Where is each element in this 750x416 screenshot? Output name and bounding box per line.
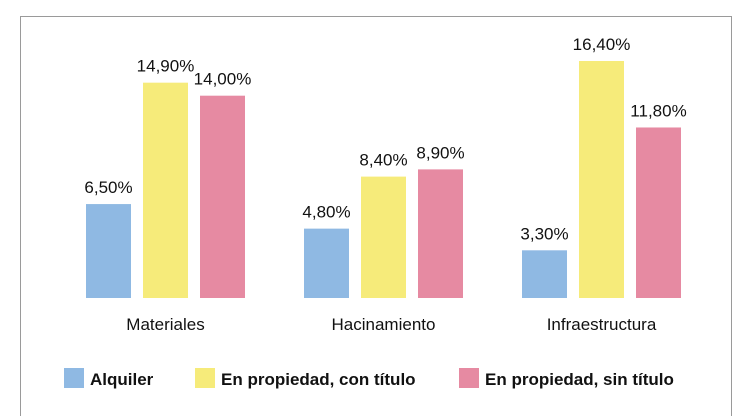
data-label: 6,50% [84,178,132,197]
bar-chart: 6,50% 14,90%14,00% 4,80% 8,40% 8,90% 3,30% 16,… [64,35,687,389]
data-label: 3,30% [520,224,568,243]
data-label: 8,40% [359,151,407,170]
data-label: 4,80% [302,203,350,222]
bar [143,82,188,299]
data-label: 16,40% [573,35,631,54]
bar [304,228,349,298]
bar [200,95,245,299]
legend-swatch [195,368,215,388]
legend-label: En propiedad, sin título [485,370,674,389]
legend-label: En propiedad, con título [221,370,416,389]
category-label: Infraestructura [547,315,657,334]
bar [86,204,131,298]
bar [579,61,624,298]
legend-label: Alquiler [90,370,154,389]
bar [361,176,406,298]
bar [418,169,463,298]
category-label: Materiales [126,315,204,334]
data-label: 14,00% [194,70,252,89]
legend-swatch [459,368,479,388]
bar [636,127,681,298]
bar [522,250,567,298]
data-label: 8,90% [416,143,464,162]
data-label: 14,90% [137,57,195,76]
data-label: 11,80% [630,101,686,120]
legend-swatch [64,368,84,388]
chart-frame [20,16,732,416]
category-label: Hacinamiento [332,315,436,334]
